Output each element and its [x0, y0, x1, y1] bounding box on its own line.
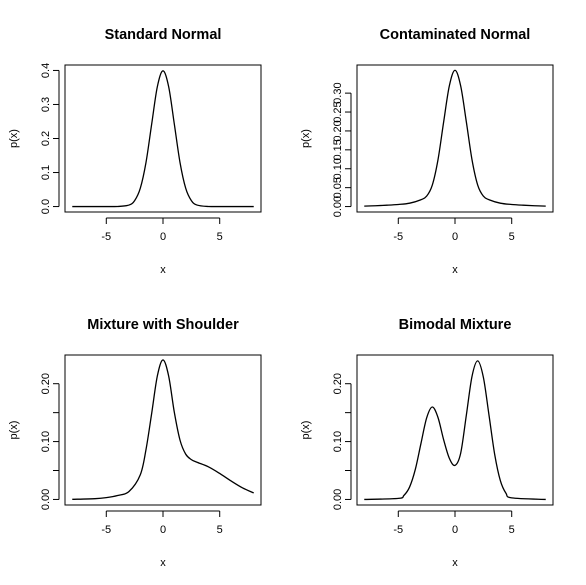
y-tick-label: 0.3 — [40, 97, 52, 112]
x-tick-label: 0 — [160, 524, 166, 536]
plot-frame — [356, 64, 554, 213]
density-curve — [72, 359, 255, 500]
y-tick-label: 0.4 — [40, 63, 52, 78]
y-tick-label: 0.25 — [332, 101, 344, 122]
x-axis-label: x — [160, 264, 166, 276]
x-tick-label: 5 — [509, 231, 515, 243]
y-tick-label: 0.10 — [332, 431, 344, 452]
density-curve — [364, 69, 546, 207]
x-tick-label: -5 — [101, 524, 111, 536]
plot-frame — [64, 354, 262, 506]
x-tick-label: -5 — [393, 231, 403, 243]
x-tick-label: -5 — [393, 524, 403, 536]
chart-panel-4: Bimodal Mixture -5 0 5 0.00 0.10 0.20 x p(x) — [300, 317, 554, 569]
y-axis-label: p(x) — [300, 421, 312, 440]
y-tick-label: 0.20 — [332, 373, 344, 394]
x-tick-label: 5 — [217, 231, 223, 243]
density-curve — [72, 70, 254, 208]
y-axis-label: p(x) — [8, 129, 20, 148]
chart-panel-2: Contaminated Normal-5 0 50.000.050.100.150… — [300, 27, 554, 276]
y-tick-label: 0.20 — [40, 373, 52, 394]
x-tick-label: 0 — [452, 524, 458, 536]
x-tick-label: 0 — [452, 231, 458, 243]
x-tick-label: 0 — [160, 231, 166, 243]
x-tick-label: -5 — [101, 231, 111, 243]
density-curve — [364, 360, 546, 501]
x-tick-label: 5 — [509, 524, 515, 536]
y-tick-label: 0.0 — [40, 199, 52, 214]
y-axis-label: p(x) — [300, 129, 312, 148]
y-tick-label: 0.20 — [332, 120, 344, 141]
y-tick-label: 0.15 — [332, 139, 344, 160]
plot-frame — [356, 354, 554, 506]
y-tick-label: 0.10 — [40, 431, 52, 452]
y-axis-label: p(x) — [8, 421, 20, 440]
y-tick-label: 0.00 — [332, 196, 344, 217]
chart-title: Mixture with Shoulder — [87, 317, 239, 333]
x-tick-label: 5 — [217, 524, 223, 536]
chart-panel-1: Standard Normal -5 0 5 0.0 0.1 0.2 0.3 0.4 x p(x) — [8, 27, 262, 276]
plot-frame — [64, 64, 262, 213]
y-tick-label: 0.2 — [40, 131, 52, 146]
y-tick-label: 0.00 — [40, 489, 52, 510]
y-tick-label: 0.10 — [332, 158, 344, 179]
chart-panel-3: Mixture with Shoulder -5 0 5 0.00 0.10 0.20 x p(… — [8, 317, 262, 569]
x-axis-label: x — [160, 557, 166, 569]
x-axis-label: x — [452, 264, 458, 276]
y-tick-label: 0.00 — [332, 489, 344, 510]
x-axis-label: x — [452, 557, 458, 569]
y-tick-label: 0.30 — [332, 82, 344, 103]
chart-title: Bimodal Mixture — [399, 317, 512, 333]
y-tick-label: 0.05 — [332, 177, 344, 198]
chart-title: Contaminated Normal — [380, 27, 531, 43]
chart-title: Standard Normal — [105, 27, 222, 43]
y-tick-label: 0.1 — [40, 165, 52, 180]
